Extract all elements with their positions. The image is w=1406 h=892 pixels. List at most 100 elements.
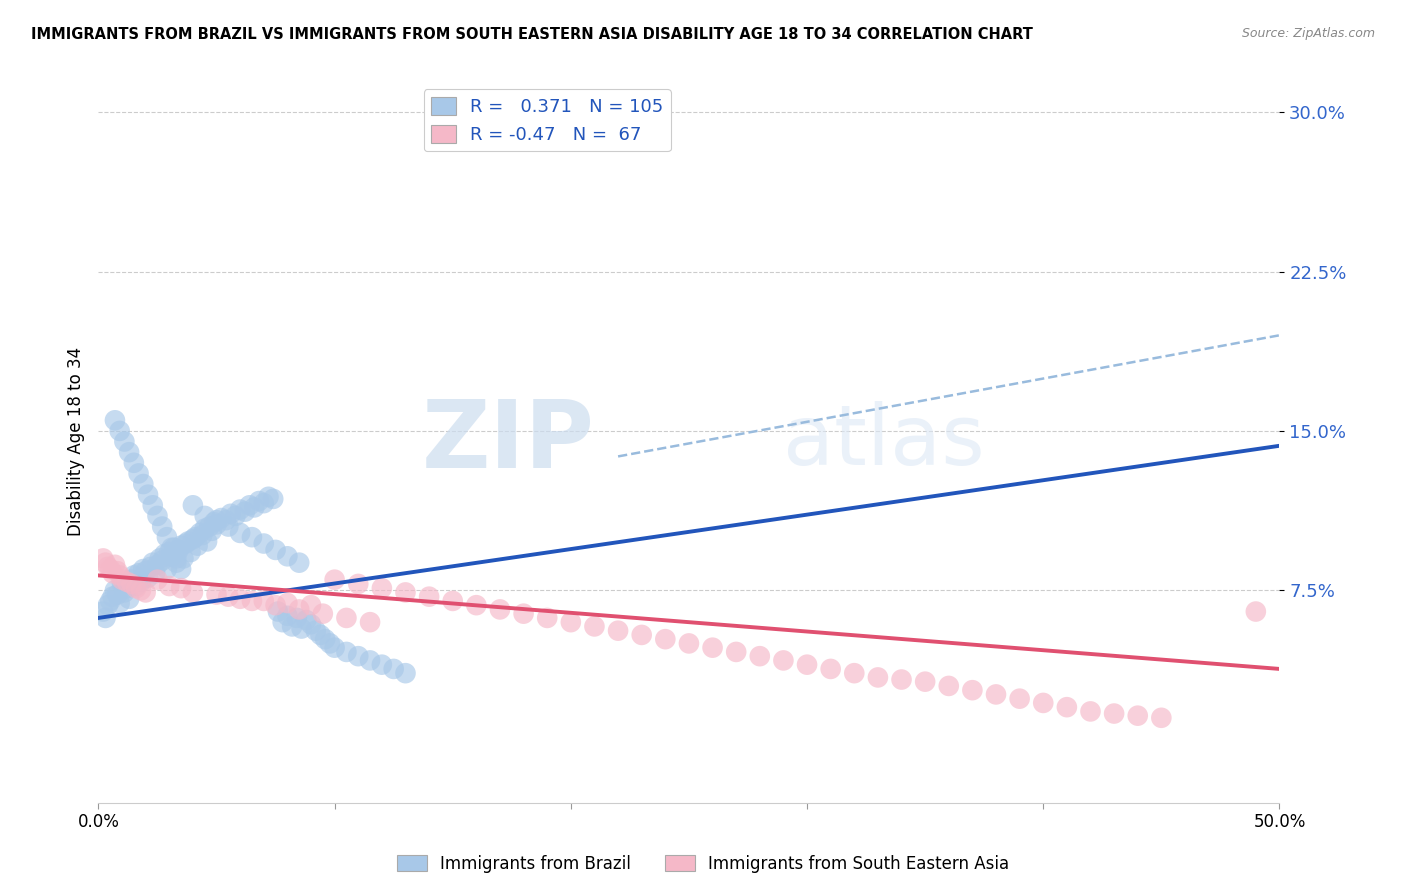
Point xyxy=(170,539,193,553)
Point xyxy=(264,542,287,557)
Point xyxy=(194,508,217,523)
Point xyxy=(772,653,794,667)
Point xyxy=(253,496,276,510)
Point xyxy=(108,568,131,582)
Point xyxy=(156,562,179,576)
Point xyxy=(288,556,311,570)
Point xyxy=(122,456,145,470)
Point xyxy=(167,542,190,557)
Point xyxy=(229,591,252,606)
Point xyxy=(132,477,155,491)
Point xyxy=(233,505,256,519)
Point xyxy=(267,605,290,619)
Point xyxy=(441,594,464,608)
Point xyxy=(285,611,308,625)
Point xyxy=(128,566,150,581)
Point xyxy=(150,519,173,533)
Point xyxy=(309,628,332,642)
Point xyxy=(890,673,912,687)
Point xyxy=(157,545,180,559)
Point xyxy=(91,551,114,566)
Point xyxy=(101,590,124,604)
Point xyxy=(1244,605,1267,619)
Point xyxy=(170,581,193,595)
Point xyxy=(132,562,155,576)
Point xyxy=(157,579,180,593)
Point xyxy=(347,649,370,664)
Point xyxy=(347,577,370,591)
Point xyxy=(240,530,263,544)
Point xyxy=(314,632,336,647)
Point xyxy=(180,545,202,559)
Point xyxy=(1150,711,1173,725)
Point xyxy=(394,666,416,681)
Point xyxy=(105,588,128,602)
Point xyxy=(229,502,252,516)
Text: atlas: atlas xyxy=(783,401,986,482)
Point xyxy=(111,577,134,591)
Point xyxy=(583,619,606,633)
Point xyxy=(1080,705,1102,719)
Point xyxy=(229,525,252,540)
Point xyxy=(536,611,558,625)
Point xyxy=(194,522,217,536)
Point xyxy=(1056,700,1078,714)
Point xyxy=(489,602,512,616)
Point xyxy=(253,536,276,550)
Y-axis label: Disability Age 18 to 34: Disability Age 18 to 34 xyxy=(66,347,84,536)
Point xyxy=(962,683,984,698)
Point xyxy=(181,498,204,512)
Point xyxy=(195,534,218,549)
Point xyxy=(209,511,232,525)
Point xyxy=(394,585,416,599)
Text: IMMIGRANTS FROM BRAZIL VS IMMIGRANTS FROM SOUTH EASTERN ASIA DISABILITY AGE 18 T: IMMIGRANTS FROM BRAZIL VS IMMIGRANTS FRO… xyxy=(31,27,1033,42)
Point xyxy=(163,541,186,555)
Point xyxy=(240,594,263,608)
Point xyxy=(191,528,214,542)
Point xyxy=(465,598,488,612)
Point xyxy=(112,434,135,449)
Legend: Immigrants from Brazil, Immigrants from South Eastern Asia: Immigrants from Brazil, Immigrants from … xyxy=(391,848,1015,880)
Point xyxy=(335,611,357,625)
Point xyxy=(165,556,187,570)
Point xyxy=(153,547,176,561)
Point xyxy=(247,494,270,508)
Point xyxy=(188,525,211,540)
Point xyxy=(118,445,141,459)
Point xyxy=(299,617,322,632)
Point xyxy=(984,687,1007,701)
Point xyxy=(299,598,322,612)
Point xyxy=(866,670,889,684)
Point xyxy=(129,574,152,589)
Point xyxy=(371,657,394,672)
Point xyxy=(217,519,239,533)
Point xyxy=(276,608,298,623)
Point xyxy=(217,590,239,604)
Point xyxy=(165,551,187,566)
Point xyxy=(239,498,262,512)
Point xyxy=(224,508,246,523)
Point xyxy=(820,662,842,676)
Point xyxy=(323,573,346,587)
Point xyxy=(725,645,748,659)
Point xyxy=(97,598,120,612)
Point xyxy=(512,607,534,621)
Point xyxy=(382,662,405,676)
Point xyxy=(104,413,127,427)
Point xyxy=(170,562,193,576)
Point xyxy=(914,674,936,689)
Point xyxy=(181,585,204,599)
Point xyxy=(149,551,172,566)
Point xyxy=(135,585,157,599)
Point xyxy=(160,549,183,564)
Point xyxy=(174,536,197,550)
Point xyxy=(243,500,266,515)
Point xyxy=(257,490,280,504)
Point xyxy=(215,513,238,527)
Point xyxy=(115,574,138,589)
Point xyxy=(94,611,117,625)
Point xyxy=(1032,696,1054,710)
Point xyxy=(111,573,134,587)
Point xyxy=(136,570,159,584)
Point xyxy=(121,577,143,591)
